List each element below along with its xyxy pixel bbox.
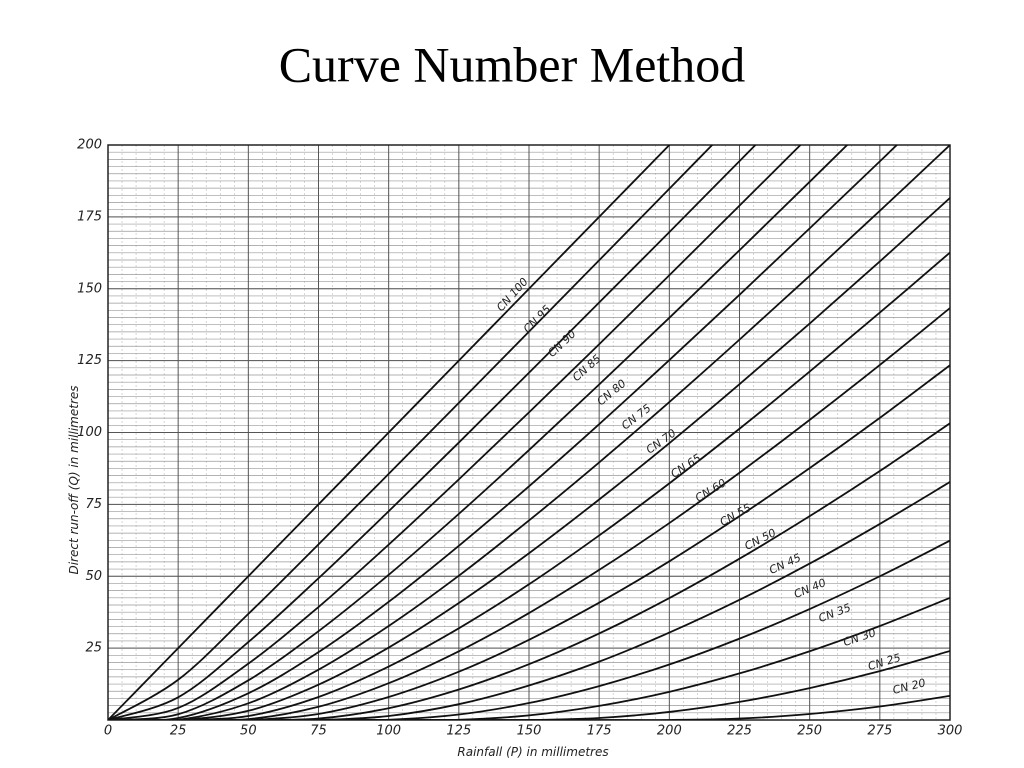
y-axis-label: Direct run-off (Q) in millimetres	[67, 385, 81, 574]
curves	[108, 145, 950, 720]
y-tick-label: 75	[85, 497, 102, 512]
curve	[108, 251, 950, 720]
y-tick-label: 175	[77, 209, 102, 224]
chart-title: Curve Number Method	[279, 36, 746, 92]
y-tick-label: 100	[77, 425, 102, 440]
x-axis-label: Rainfall (P) in millimetres	[457, 745, 608, 759]
curve	[108, 145, 849, 720]
x-tick-label: 100	[376, 724, 401, 739]
curve	[108, 145, 950, 720]
curve	[108, 145, 714, 720]
curve-label: CN 50	[742, 526, 778, 553]
curve	[108, 694, 950, 720]
y-tick-label: 150	[77, 281, 102, 296]
curve	[108, 539, 950, 720]
curve	[108, 145, 802, 720]
curve-label: CN 65	[668, 451, 703, 480]
x-tick-label: 225	[727, 724, 752, 739]
y-tick-label: 200	[77, 138, 102, 153]
curve-label: CN 30	[842, 626, 878, 649]
y-tick-label: 25	[85, 641, 102, 656]
x-tick-label: 125	[446, 724, 471, 739]
curve-label: CN 60	[693, 476, 728, 504]
x-tick-label: 300	[938, 724, 963, 739]
curve-label: CN 70	[644, 427, 679, 457]
curve-label: CN 95	[521, 303, 554, 336]
curve	[108, 145, 899, 720]
curve	[108, 596, 950, 720]
curve-label: CN 55	[718, 501, 754, 529]
x-tick-label: 275	[867, 724, 892, 739]
curve	[108, 650, 950, 720]
x-tick-label: 200	[657, 724, 682, 739]
curve-label: CN 20	[891, 676, 927, 697]
x-tick-label: 150	[517, 724, 542, 739]
x-tick-label: 250	[797, 724, 822, 739]
x-tick-label: 175	[587, 724, 612, 739]
x-tick-label: 25	[170, 724, 187, 739]
curve	[108, 481, 950, 720]
x-tick-label: 75	[310, 724, 327, 739]
y-tick-label: 125	[77, 353, 102, 368]
curve	[108, 145, 671, 720]
curve	[108, 197, 950, 720]
curve	[108, 145, 757, 720]
x-tick-label: 0	[104, 724, 112, 739]
curve-label: CN 75	[619, 402, 653, 433]
curve-label: CN 100	[494, 275, 531, 314]
x-tick-label: 50	[240, 724, 257, 739]
y-tick-label: 50	[85, 569, 102, 584]
